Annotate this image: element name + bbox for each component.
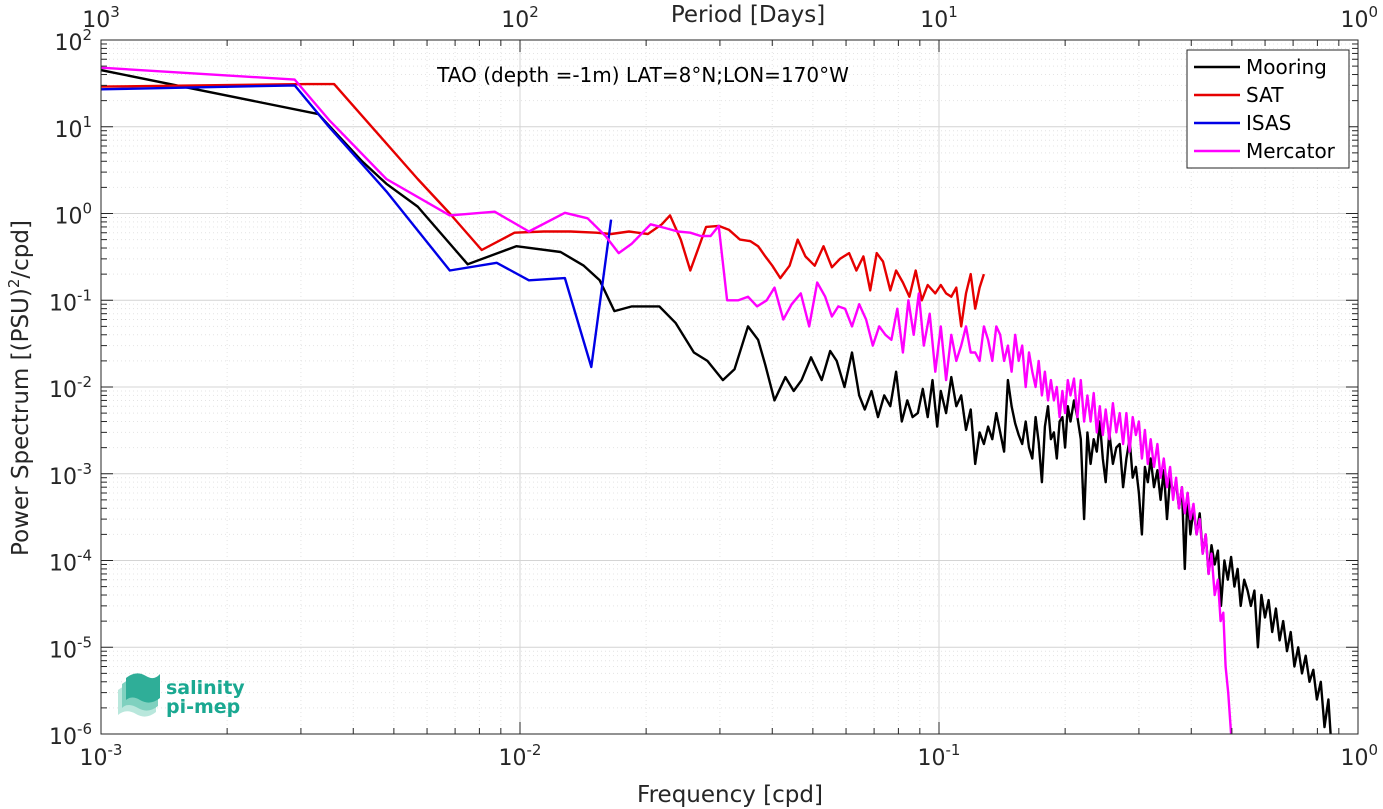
series-line-mercator — [101, 66, 1233, 734]
y-tick-label-base: 10 — [54, 118, 82, 143]
y-axis-title-sup: 2 — [5, 279, 23, 289]
top-tick-label-base: 10 — [920, 8, 948, 33]
x-tick-label-exp: -1 — [946, 741, 961, 759]
x-tick-label-base: 10 — [1340, 746, 1368, 771]
top-tick-label-exp: 2 — [529, 3, 539, 21]
logo-line-2: pi-mep — [166, 696, 240, 718]
legend: Mooring SAT ISAS Mercator — [1186, 49, 1350, 169]
top-tick-label-exp: 1 — [948, 3, 958, 21]
y-tick-label-exp: -5 — [77, 633, 92, 651]
top-tick-label-exp: 0 — [1368, 3, 1378, 21]
x-tick-label-exp: 0 — [1368, 741, 1378, 759]
y-tick-label: 10-5 — [49, 633, 92, 663]
y-axis-title-end: /cpd] — [8, 220, 34, 279]
grid — [100, 40, 1358, 735]
x-tick-label: 10-2 — [499, 741, 542, 771]
x-tick-label-base: 10 — [918, 746, 946, 771]
ticks — [100, 39, 1359, 735]
y-tick-label-base: 10 — [54, 31, 82, 56]
y-tick-label: 102 — [54, 26, 92, 56]
top-tick-label-base: 10 — [1340, 8, 1368, 33]
y-tick-label-base: 10 — [49, 552, 77, 577]
x-tick-label-exp: -2 — [527, 741, 542, 759]
top-tick-label-exp: 3 — [110, 3, 120, 21]
top-tick-label-base: 10 — [501, 8, 529, 33]
y-tick-label-exp: -3 — [77, 460, 92, 478]
y-tick-label: 10-1 — [49, 286, 92, 316]
y-tick-label-base: 10 — [49, 465, 77, 490]
top-axis-title: Period [Days] — [671, 2, 825, 28]
x-axis-title: Frequency [cpd] — [637, 782, 823, 808]
top-tick-label-base: 10 — [82, 8, 110, 33]
y-tick-label-exp: -4 — [77, 547, 92, 565]
wave-logo-icon — [118, 673, 160, 717]
x-tick-label: 10-3 — [80, 741, 123, 771]
x-tick-label-base: 10 — [499, 746, 527, 771]
y-tick-label-exp: 0 — [82, 200, 92, 218]
x-tick-label-base: 10 — [80, 746, 108, 771]
annotation: TAO (depth =-1m) LAT=8°N;LON=170°W — [436, 63, 849, 87]
top-tick-label: 102 — [501, 3, 539, 33]
x-tick-label: 10-1 — [918, 741, 961, 771]
legend-label-sat: SAT — [1246, 83, 1284, 107]
y-tick-label: 10-2 — [49, 373, 92, 403]
y-tick-label-exp: 2 — [82, 26, 92, 44]
legend-label-isas: ISAS — [1246, 111, 1291, 135]
y-tick-label: 10-6 — [49, 720, 92, 750]
y-tick-label-exp: -6 — [77, 720, 92, 738]
y-tick-label: 10-3 — [49, 460, 92, 490]
top-tick-label: 103 — [82, 3, 120, 33]
top-tick-label: 100 — [1340, 3, 1378, 33]
y-tick-label-base: 10 — [49, 378, 77, 403]
x-tick-label-exp: -3 — [108, 741, 123, 759]
y-tick-label-exp: 1 — [82, 113, 92, 131]
y-axis-title-main: Power Spectrum [(PSU) — [8, 288, 34, 556]
y-tick-label: 100 — [54, 200, 92, 230]
y-tick-label: 10-4 — [49, 547, 92, 577]
logo-line-1: salinity — [166, 677, 245, 699]
series-line-isas — [101, 84, 613, 369]
y-tick-label-base: 10 — [54, 205, 82, 230]
y-tick-label: 101 — [54, 113, 92, 143]
legend-box — [1186, 49, 1350, 169]
y-tick-label-base: 10 — [49, 291, 77, 316]
legend-label-mercator: Mercator — [1246, 139, 1336, 163]
y-tick-label-exp: -2 — [77, 373, 92, 391]
y-axis-title: Power Spectrum [(PSU)2/cpd] — [5, 220, 34, 556]
y-tick-label-base: 10 — [49, 638, 77, 663]
data-lines — [101, 66, 1332, 734]
top-tick-label: 101 — [920, 3, 958, 33]
series-line-mooring — [101, 68, 1332, 734]
legend-label-mooring: Mooring — [1246, 55, 1327, 79]
x-tick-label: 100 — [1340, 741, 1378, 771]
y-tick-label-base: 10 — [49, 725, 77, 750]
salinity-pi-mep-logo: salinity pi-mep — [118, 673, 245, 718]
series-line-sat — [101, 82, 986, 328]
y-tick-label-exp: -1 — [77, 286, 92, 304]
